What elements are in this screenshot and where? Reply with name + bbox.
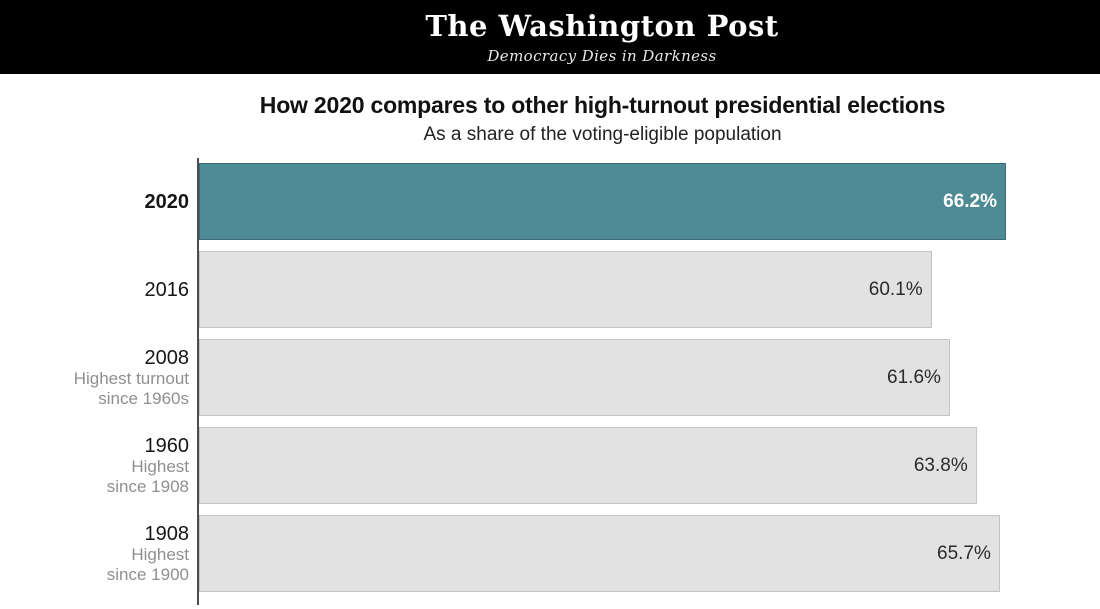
value-label: 65.7% (937, 542, 991, 564)
category-note-line: Highest (131, 456, 189, 476)
value-label: 66.2% (943, 190, 997, 212)
bar-area: 60.1% (199, 251, 1006, 328)
bar-row-1960: 1960 Highest since 1908 63.8% (0, 427, 1100, 504)
bar-area: 66.2% (199, 163, 1006, 240)
category-year: 1908 (144, 522, 190, 545)
bar-1908: 65.7% (199, 515, 1000, 592)
category-label-1960: 1960 Highest since 1908 (0, 427, 199, 504)
bar-row-1908: 1908 Highest since 1900 65.7% (0, 515, 1100, 592)
category-note-line: since 1900 (106, 564, 189, 584)
category-label-2016: 2016 (0, 251, 199, 328)
category-label-1908: 1908 Highest since 1900 (0, 515, 199, 592)
bar-2016: 60.1% (199, 251, 932, 328)
chart-header: How 2020 compares to other high-turnout … (199, 92, 1006, 146)
category-label-2020: 2020 (0, 163, 199, 240)
masthead: The Washington Post Democracy Dies in Da… (0, 0, 1100, 74)
value-label: 61.6% (887, 366, 941, 388)
bar-row-2020: 2020 66.2% (0, 163, 1100, 240)
category-year: 2016 (144, 278, 190, 301)
washington-post-logo: The Washington Post (425, 8, 779, 43)
bar-2008: 61.6% (199, 339, 950, 416)
category-label-2008: 2008 Highest turnout since 1960s (0, 339, 199, 416)
value-label: 60.1% (868, 278, 923, 300)
bar-row-2008: 2008 Highest turnout since 1960s 61.6% (0, 339, 1100, 416)
bar-chart: 2020 66.2% 2016 60.1% 2008 Highest turnout sin… (0, 158, 1100, 605)
masthead-tagline: Democracy Dies in Darkness (487, 46, 717, 65)
chart-title: How 2020 compares to other high-turnout … (259, 92, 946, 118)
bar-2020: 66.2% (199, 163, 1006, 240)
category-year: 2008 (144, 346, 190, 369)
bar-area: 65.7% (199, 515, 1006, 592)
bar-1960: 63.8% (199, 427, 977, 504)
bar-rows: 2020 66.2% 2016 60.1% 2008 Highest turnout sin… (0, 163, 1100, 592)
value-label: 63.8% (913, 454, 968, 476)
bar-area: 63.8% (199, 427, 1006, 504)
category-note-line: since 1960s (98, 388, 189, 408)
bar-row-2016: 2016 60.1% (0, 251, 1100, 328)
bar-area: 61.6% (199, 339, 1006, 416)
category-note-line: Highest turnout (73, 368, 189, 388)
y-axis-line (197, 158, 199, 605)
category-year: 1960 (144, 434, 190, 457)
category-year: 2020 (144, 190, 190, 213)
category-note-line: Highest (131, 544, 189, 564)
chart-subtitle: As a share of the voting-eligible popula… (423, 124, 782, 145)
category-note-line: since 1908 (106, 476, 189, 496)
